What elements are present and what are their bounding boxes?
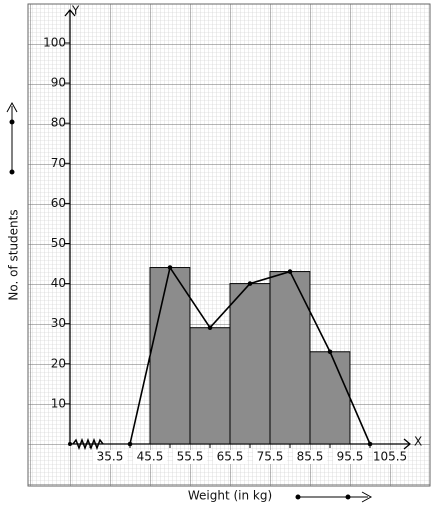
x-tick-bg [213, 450, 247, 464]
x-tick-label: 75.5 [257, 450, 284, 464]
x-tick-bg [93, 450, 127, 464]
y-tick-label: 70 [51, 156, 66, 170]
polygon-point [327, 349, 333, 355]
x-tick-label: 35.5 [97, 450, 124, 464]
x-tick-bg [293, 450, 327, 464]
bar [189, 327, 231, 445]
bar [269, 271, 311, 445]
y-tick-label: 30 [51, 316, 66, 330]
y-tick-label: 20 [51, 356, 66, 370]
polygon-point [167, 265, 173, 270]
x-tick-bg [333, 450, 367, 464]
y-tick-label: 10 [51, 396, 66, 410]
x-axis-letter: X [414, 435, 422, 449]
y-tick-label: 40 [51, 276, 66, 290]
polygon-point [207, 325, 213, 331]
x-axis-arrow [403, 438, 412, 450]
y-axis-title: No. of students [7, 209, 21, 300]
x-tick-label: 55.5 [177, 450, 204, 464]
polygon-point [287, 269, 293, 274]
polygon-point [247, 281, 253, 286]
x-tick-label: 45.5 [137, 450, 164, 464]
axis-break [72, 437, 104, 451]
y-axis-letter: Y [71, 4, 80, 18]
decor-arrows [6, 101, 373, 503]
x-tick-label: 105.5 [373, 450, 407, 464]
x-tick-label: 65.5 [217, 450, 244, 464]
bar [309, 351, 351, 445]
y-tick-label: 100 [43, 36, 66, 50]
y-tick-label: 50 [51, 236, 66, 250]
y-axis-arrow [64, 8, 76, 17]
polygon-point [127, 441, 133, 447]
x-axis-title: Weight (in kg) [188, 489, 272, 503]
bar [229, 283, 271, 445]
x-tick-bg [373, 450, 407, 464]
x-tick-label: 95.5 [337, 450, 364, 464]
y-tick-label: 90 [51, 76, 66, 90]
y-tick-label: 60 [51, 196, 66, 210]
x-tick-bg [173, 450, 207, 464]
x-tick-bg [253, 450, 287, 464]
x-tick-label: 85.5 [297, 450, 324, 464]
x-tick-bg [133, 450, 167, 464]
origin [68, 442, 72, 446]
polygon-point [367, 441, 373, 447]
y-tick-label: 80 [51, 116, 66, 130]
bar [149, 267, 191, 445]
